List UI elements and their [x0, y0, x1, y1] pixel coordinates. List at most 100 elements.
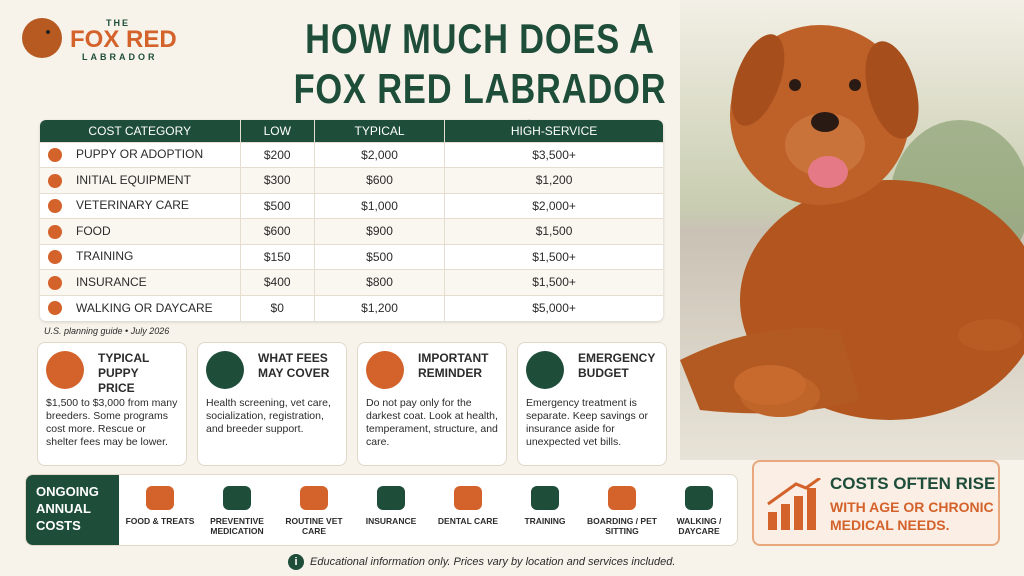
cost-cell: $500: [239, 192, 315, 219]
table-row: INSURANCE $400 $800 $1,500+: [40, 269, 663, 295]
cost-value: $2,000+: [532, 198, 576, 213]
item-icon: [608, 486, 636, 510]
category-name: PUPPY OR ADOPTION: [76, 147, 204, 162]
item-icon: [223, 486, 251, 510]
item-icon: [685, 486, 713, 510]
category-cell: FOOD: [40, 218, 240, 244]
cost-value: $400: [263, 275, 291, 290]
cost-value: $0: [270, 301, 284, 315]
table-row: TRAINING $150 $500 $1,500+: [40, 243, 663, 270]
cost-cell: $2,000: [313, 141, 445, 168]
item-label: WALKING / DAYCARE: [676, 516, 722, 536]
rise-icon: [767, 478, 821, 530]
card-body: Emergency treatment is separate. Keep sa…: [526, 397, 648, 448]
table: COST CATEGORY LOW TYPICAL HIGH-SERVICE PUPPY…: [40, 120, 663, 321]
footer: Educational information only. Prices var…: [310, 556, 676, 568]
cost-cell: $600: [313, 167, 445, 193]
item-icon: [146, 486, 174, 510]
header-row: COST CATEGORY LOW TYPICAL HIGH-SERVICE: [40, 120, 663, 142]
cost-value: $1,500+: [532, 275, 576, 290]
card-title: TYPICAL PUPPY PRICE: [98, 351, 150, 395]
cost-value: $1,500: [535, 224, 573, 239]
cost-value: $1,000: [361, 198, 398, 213]
title-line: HOW MUCH DOES A: [305, 15, 655, 62]
item-icon: [377, 486, 405, 510]
card-title: WHAT FEES MAY COVER: [258, 351, 330, 380]
item-icon: [454, 486, 482, 510]
item-label: INSURANCE: [365, 516, 417, 526]
category-cell: INITIAL EQUIPMENT: [40, 167, 240, 193]
category-cell: PUPPY OR ADOPTION: [40, 141, 240, 168]
ongoing-item: DENTAL CARE: [428, 486, 508, 526]
info-card: IMPORTANT REMINDER Do not pay only for th…: [357, 342, 507, 466]
category-name: FOOD: [76, 223, 111, 238]
logo-sub: LABRADOR: [82, 52, 158, 62]
item-label: FOOD & TREATS: [125, 516, 195, 526]
table-row: FOOD $600 $900 $1,500: [40, 218, 663, 244]
cost-value: $3,500+: [532, 147, 576, 162]
category-cell: WALKING OR DAYCARE: [40, 294, 240, 321]
cost-value: $150: [263, 249, 291, 264]
row-icon: [48, 148, 62, 163]
item-icon: [300, 486, 328, 510]
cost-cell: $1,000: [313, 192, 445, 219]
item-label: TRAINING: [524, 516, 566, 526]
dog-photo: [680, 0, 1024, 460]
info-card: EMERGENCY BUDGET Emergency treatment is s…: [517, 342, 667, 466]
cost-cell: $0: [239, 294, 315, 321]
info-card: TYPICAL PUPPY PRICE $1,500 to $3,000 from…: [37, 342, 187, 466]
callout-body: WITH AGE OR CHRONIC MEDICAL NEEDS.: [830, 499, 994, 533]
cost-cell: $200: [239, 141, 315, 168]
cost-cell: $5,000+: [444, 294, 663, 321]
logo-dog: [22, 18, 62, 58]
ongoing-item: TRAINING: [505, 486, 585, 526]
cost-cell: $150: [239, 243, 315, 270]
cost-value: $600: [263, 224, 291, 239]
info-icon: i: [288, 554, 304, 570]
cost-cell: $2,000+: [444, 192, 663, 219]
cost-cell: $900: [313, 218, 445, 244]
table-row: INITIAL EQUIPMENT $300 $600 $1,200: [40, 167, 663, 193]
item-label: ROUTINE VET CARE: [285, 516, 343, 536]
table-row: WALKING OR DAYCARE $0 $1,200 $5,000+: [40, 294, 663, 321]
ongoing-item: PREVENTIVE MEDICATION: [197, 486, 277, 536]
category-name: TRAINING: [76, 249, 134, 264]
info-card: WHAT FEES MAY COVER Health screening, vet…: [197, 342, 347, 466]
category-cell: INSURANCE: [40, 269, 240, 295]
item-label: DENTAL CARE: [437, 516, 499, 526]
item-label: PREVENTIVE MEDICATION: [210, 516, 264, 536]
cost-cell: $1,200: [313, 294, 445, 321]
card-icon: [526, 351, 564, 389]
row-icon: [48, 275, 62, 290]
cost-cell: $1,500: [444, 218, 663, 244]
category-cell: TRAINING: [40, 243, 240, 270]
row-icon: [48, 173, 62, 188]
ongoing-item: INSURANCE: [351, 486, 431, 526]
item-label: BOARDING / PET SITTING: [587, 516, 657, 536]
ongoing-item: BOARDING / PET SITTING: [582, 486, 662, 536]
cost-value: $200: [263, 147, 291, 162]
card-icon: [206, 351, 244, 389]
cost-value: $1,500+: [532, 249, 576, 264]
cost-value: $1,200: [361, 301, 398, 315]
cost-cell: $1,200: [444, 167, 663, 193]
ongoing-label: ONGOING ANNUAL COSTS: [26, 475, 119, 545]
cost-cell: $1,500+: [444, 269, 663, 295]
note: U.S. planning guide • July 2026: [44, 326, 170, 336]
cost-value: $600: [366, 173, 393, 188]
cost-table: COST CATEGORY LOW TYPICAL HIGH-SERVICE PUPPY…: [40, 120, 663, 321]
row-icon: [48, 199, 62, 214]
card-body: Health screening, vet care, socializatio…: [206, 397, 331, 435]
logo-top: THE: [106, 18, 130, 28]
cost-value: $900: [366, 224, 393, 239]
header-cell: HIGH-SERVICE: [444, 120, 663, 142]
cost-value: $2,000: [361, 147, 398, 162]
ongoing-item: ROUTINE VET CARE: [274, 486, 354, 536]
cost-value: $300: [263, 173, 291, 188]
logo-name: FOX RED: [70, 26, 177, 53]
cost-value: $500: [366, 249, 393, 264]
callout: COSTS OFTEN RISE WITH AGE OR CHRONIC MED…: [752, 460, 1000, 546]
category-cell: VETERINARY CARE: [40, 192, 240, 219]
card-icon: [46, 351, 84, 389]
card-title: IMPORTANT REMINDER: [418, 351, 489, 380]
